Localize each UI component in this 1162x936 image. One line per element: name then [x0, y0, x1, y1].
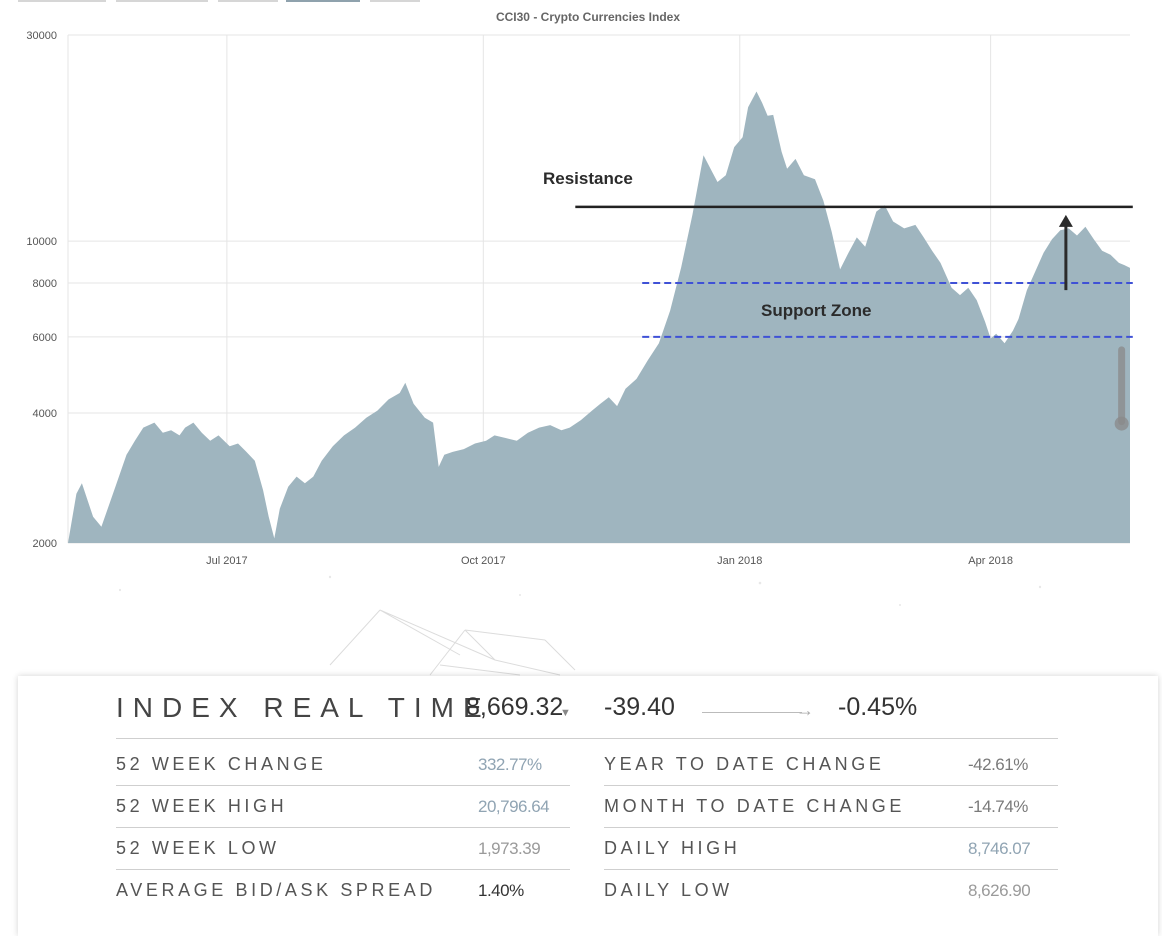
stat-value: 1.40% — [478, 881, 524, 900]
chart-axes: 30000 10000 8000 6000 4000 2000 Jul 2017 Oct 20… — [26, 30, 1013, 567]
index-change: -39.40 — [604, 693, 675, 721]
down-triangle-icon: ▼ — [560, 707, 571, 719]
divider — [116, 738, 1058, 739]
arrow-line — [702, 712, 802, 713]
range-tab[interactable] — [218, 0, 278, 2]
support-zone-label: Support Zone — [761, 301, 872, 320]
divider — [604, 827, 1058, 828]
stat-label: DAILY LOW — [604, 880, 733, 900]
up-arrow-head — [1058, 214, 1073, 227]
index-stats-panel: INDEX REAL TIME 8,669.32 ▼ -39.40 → -0.4… — [18, 676, 1158, 936]
chart-plot-area — [68, 91, 1130, 543]
decorative-network-backdrop — [0, 565, 1162, 677]
range-tabs — [0, 0, 1162, 4]
x-tick-label: Jan 2018 — [717, 555, 762, 567]
stat-value: 8,746.07 — [968, 839, 1031, 858]
stat-value: 1,973.39 — [478, 839, 541, 858]
range-tab[interactable] — [18, 0, 106, 2]
divider — [604, 869, 1058, 870]
divider — [116, 785, 570, 786]
stat-label: YEAR TO DATE CHANGE — [604, 754, 885, 774]
stat-value: -14.74% — [968, 797, 1028, 816]
stat-value: 332.77% — [478, 755, 542, 774]
chart-title: CCI30 - Crypto Currencies Index — [496, 10, 680, 24]
index-change-pct: -0.45% — [838, 693, 918, 721]
stat-value: -42.61% — [968, 755, 1028, 774]
stat-label: AVERAGE BID/ASK SPREAD — [116, 880, 436, 900]
down-arrow-head — [1114, 416, 1129, 431]
x-tick-label: Oct 2017 — [461, 555, 506, 567]
index-value: 8,669.32 — [466, 693, 564, 721]
x-tick-label: Apr 2018 — [968, 555, 1013, 567]
range-tab[interactable] — [116, 0, 208, 2]
cci30-chart: 30000 10000 8000 6000 4000 2000 Jul 2017 Oct 20… — [26, 10, 1133, 567]
divider — [116, 827, 570, 828]
y-tick-label: 30000 — [26, 30, 57, 42]
y-tick-label: 4000 — [33, 408, 57, 420]
divider — [604, 785, 1058, 786]
divider — [116, 869, 570, 870]
y-tick-label: 6000 — [33, 332, 57, 344]
stat-label: DAILY HIGH — [604, 838, 741, 858]
y-tick-label: 2000 — [33, 538, 57, 550]
x-tick-label: Jul 2017 — [206, 555, 248, 567]
stat-label: 52 WEEK HIGH — [116, 796, 288, 816]
y-tick-label: 8000 — [33, 278, 57, 290]
range-tab-active[interactable] — [286, 0, 360, 2]
index-real-time-title: INDEX REAL TIME — [116, 692, 491, 723]
arrow-right-icon: → — [796, 700, 814, 720]
resistance-label: Resistance — [543, 169, 633, 188]
network-lines-graphic — [118, 575, 1042, 676]
stat-label: 52 WEEK LOW — [116, 838, 280, 858]
stat-value: 20,796.64 — [478, 797, 550, 816]
stat-label: 52 WEEK CHANGE — [116, 754, 327, 774]
stat-value: 8,626.90 — [968, 881, 1031, 900]
price-area-series — [68, 91, 1130, 543]
stat-label: MONTH TO DATE CHANGE — [604, 796, 906, 816]
chart-annotations — [575, 205, 1133, 431]
range-tab[interactable] — [370, 0, 420, 2]
y-tick-label: 10000 — [26, 236, 57, 248]
